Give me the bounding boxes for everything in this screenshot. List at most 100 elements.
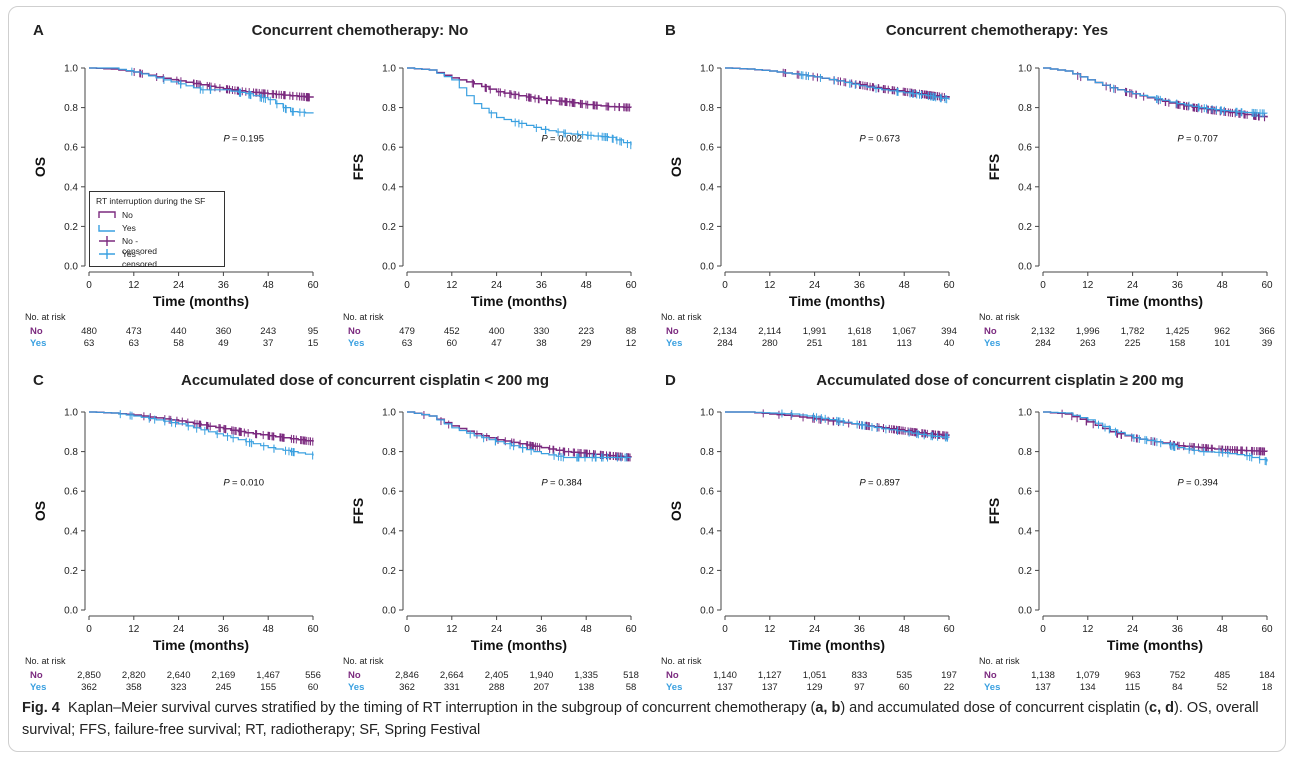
legend-item-no: No xyxy=(98,210,133,222)
y-tick-label: 0.8 xyxy=(700,103,714,114)
p-symbol: P xyxy=(541,133,550,144)
y-tick-label: 0.0 xyxy=(382,262,396,273)
x-tick-label: 60 xyxy=(943,280,955,291)
km-plot-d-os: 0.0 0.2 0.4 0.6 0.8 1.0 0 12 24 36 48 60 Time (month… xyxy=(668,408,955,654)
legend-label-yes-censored: Yes - censored xyxy=(122,249,157,269)
p-value-label: P = 0.394 xyxy=(1177,477,1218,488)
y-tick-label: 0.4 xyxy=(700,526,714,537)
risk-label-no: No xyxy=(666,670,679,681)
risk-value-no: 95 xyxy=(307,326,319,337)
risk-label-no: No xyxy=(30,326,43,337)
x-tick-label: 0 xyxy=(86,280,92,291)
risk-value-yes: 47 xyxy=(491,338,502,349)
p-value: = 0.394 xyxy=(1186,477,1218,488)
x-tick-label: 24 xyxy=(173,624,185,635)
risk-table-header: No. at risk xyxy=(343,656,384,666)
risk-value-yes: 60 xyxy=(446,338,458,349)
risk-value-yes: 18 xyxy=(1261,682,1273,693)
legend-no-censor-icon xyxy=(99,236,115,246)
x-tick-label: 48 xyxy=(899,624,911,635)
risk-value-yes: 12 xyxy=(625,338,637,349)
risk-value-no: 1,940 xyxy=(529,670,554,681)
risk-table-header: No. at risk xyxy=(661,312,702,322)
curve-yes xyxy=(1043,411,1268,462)
legend-yes-censor-icon xyxy=(99,249,115,259)
risk-value-yes: 37 xyxy=(262,338,274,349)
x-tick-label: 24 xyxy=(809,280,821,291)
risk-value-no: 2,132 xyxy=(1031,326,1055,337)
risk-value-no: 1,051 xyxy=(802,670,827,681)
risk-value-yes: 155 xyxy=(260,682,277,693)
x-tick-label: 60 xyxy=(943,624,955,635)
risk-value-yes: 288 xyxy=(488,682,505,693)
x-axis-label: Time (months) xyxy=(789,637,885,653)
x-tick-label: 12 xyxy=(128,280,140,291)
panel-title-a: Concurrent chemotherapy: No xyxy=(251,22,469,39)
risk-value-no: 1,335 xyxy=(574,670,599,681)
risk-value-yes: 137 xyxy=(761,682,778,693)
x-tick-label: 36 xyxy=(218,624,230,635)
risk-value-yes: 137 xyxy=(1035,682,1051,693)
risk-value-no: 223 xyxy=(578,326,595,337)
risk-value-no: 1,138 xyxy=(1031,670,1055,681)
risk-label-yes: Yes xyxy=(984,338,1001,349)
risk-value-no: 962 xyxy=(1214,326,1231,337)
x-tick-label: 0 xyxy=(86,624,92,635)
p-symbol: P xyxy=(1177,133,1186,144)
y-tick-label: 0.8 xyxy=(700,447,714,458)
x-tick-label: 60 xyxy=(307,280,319,291)
risk-value-yes: 284 xyxy=(1035,338,1051,349)
y-tick-label: 0.4 xyxy=(382,182,396,193)
y-tick-label: 0.4 xyxy=(1018,526,1032,537)
x-tick-label: 0 xyxy=(404,280,410,291)
y-axis-label: FFS xyxy=(986,154,1002,180)
y-tick-label: 0.2 xyxy=(1018,222,1032,233)
risk-value-no: 452 xyxy=(443,326,460,337)
x-tick-label: 48 xyxy=(1217,280,1229,291)
risk-value-yes: 15 xyxy=(307,338,319,349)
risk-value-no: 243 xyxy=(260,326,277,337)
y-tick-label: 0.0 xyxy=(64,606,78,617)
risk-value-no: 1,467 xyxy=(256,670,281,681)
risk-value-yes: 39 xyxy=(1261,338,1273,349)
y-tick-label: 0.2 xyxy=(382,566,396,577)
x-tick-label: 12 xyxy=(128,624,140,635)
p-value: = 0.897 xyxy=(868,477,900,488)
risk-value-yes: 331 xyxy=(443,682,460,693)
risk-label-yes: Yes xyxy=(348,338,365,349)
x-tick-label: 60 xyxy=(307,624,319,635)
risk-value-no: 1,079 xyxy=(1075,670,1100,681)
risk-value-yes: 207 xyxy=(533,682,550,693)
risk-value-no: 366 xyxy=(1259,326,1275,337)
legend-yes-step-icon xyxy=(98,225,115,232)
curve-yes xyxy=(407,411,631,459)
y-tick-label: 0.0 xyxy=(382,606,396,617)
risk-value-no: 1,067 xyxy=(892,326,917,337)
y-tick-label: 0.0 xyxy=(1018,262,1032,273)
legend-item-yes: Yes xyxy=(98,223,136,235)
y-tick-label: 0.8 xyxy=(1018,103,1032,114)
legend-title: RT interruption during the SF xyxy=(96,196,206,206)
y-tick-label: 0.2 xyxy=(64,222,78,233)
p-value-label: P = 0.897 xyxy=(859,477,900,488)
y-tick-label: 1.0 xyxy=(64,408,78,419)
risk-value-yes: 63 xyxy=(401,338,413,349)
km-plot-a-ffs: 0.0 0.2 0.4 0.6 0.8 1.0 0 12 24 36 48 60 Time (month… xyxy=(350,64,637,310)
caption-mid: ) and accumulated dose of concurrent cis… xyxy=(840,700,1150,716)
legend-label-no-censored: No - censored xyxy=(122,236,157,256)
p-symbol: P xyxy=(223,133,232,144)
y-tick-label: 0.8 xyxy=(382,447,396,458)
risk-value-no: 535 xyxy=(896,670,913,681)
y-tick-label: 0.4 xyxy=(64,526,78,537)
y-tick-label: 0.4 xyxy=(64,182,78,193)
y-tick-label: 1.0 xyxy=(1018,408,1032,419)
risk-value-no: 1,140 xyxy=(713,670,737,681)
risk-value-yes: 251 xyxy=(806,338,823,349)
risk-value-yes: 63 xyxy=(83,338,95,349)
risk-value-no: 2,169 xyxy=(211,670,236,681)
risk-value-no: 1,782 xyxy=(1120,326,1145,337)
risk-table-header: No. at risk xyxy=(979,312,1020,322)
figure-frame xyxy=(8,6,1286,752)
x-tick-label: 24 xyxy=(173,280,185,291)
km-plot-a-os: 0.0 0.2 0.4 0.6 0.8 1.0 0 12 24 36 48 60 Time (month… xyxy=(32,64,319,310)
